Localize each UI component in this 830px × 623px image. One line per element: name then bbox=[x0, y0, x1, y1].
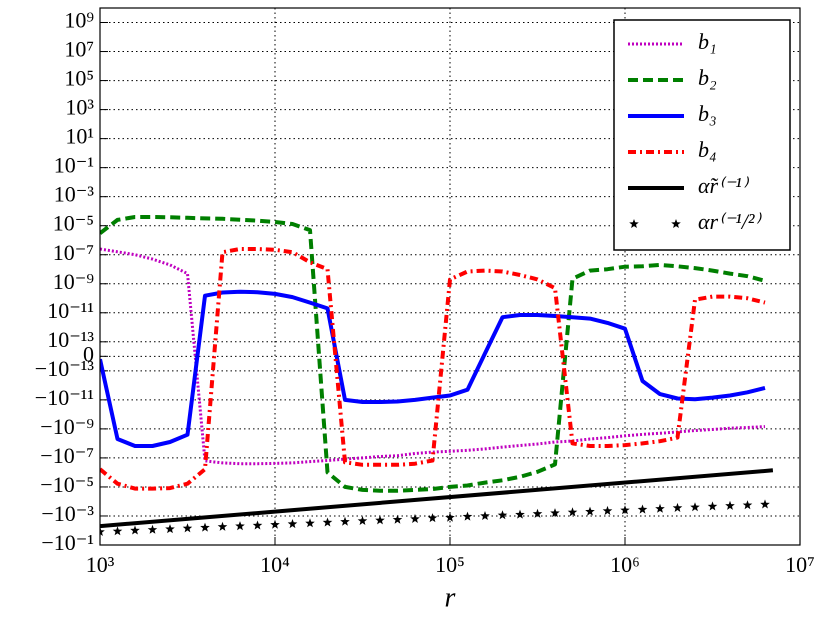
series-line bbox=[100, 468, 774, 529]
star-marker bbox=[655, 503, 665, 513]
star-marker bbox=[270, 519, 280, 529]
x-tick-label: 10⁷ bbox=[785, 552, 815, 577]
legend-label: b₃ bbox=[698, 101, 717, 126]
star-marker bbox=[742, 500, 753, 510]
star-marker bbox=[760, 499, 770, 509]
star-marker bbox=[287, 519, 298, 529]
y-tick-label: 10³ bbox=[65, 95, 94, 120]
x-tick-label: 10⁵ bbox=[435, 552, 465, 577]
star-marker bbox=[200, 522, 210, 532]
y-tick-label: −10⁻¹¹ bbox=[35, 385, 94, 410]
star-marker bbox=[305, 518, 315, 528]
star-marker bbox=[427, 513, 438, 523]
y-tick-label: −10⁻⁵ bbox=[40, 472, 94, 497]
star-marker bbox=[690, 502, 700, 512]
series-line bbox=[100, 247, 766, 491]
legend-label: αr⁽⁻¹/²⁾ bbox=[698, 209, 762, 234]
y-tick-label: 10⁻¹¹ bbox=[47, 298, 94, 323]
y-tick-label: 10⁵ bbox=[64, 66, 94, 91]
star-marker bbox=[532, 508, 543, 518]
star-marker bbox=[392, 514, 403, 524]
legend-box bbox=[613, 19, 791, 251]
star-marker bbox=[567, 507, 578, 517]
y-tick-label: 10⁻⁷ bbox=[53, 240, 94, 265]
y-tick-label: −10⁻⁹ bbox=[40, 414, 94, 439]
series-line bbox=[100, 289, 766, 448]
y-tick-label: −10⁻⁷ bbox=[40, 443, 94, 468]
legend-marker bbox=[629, 219, 639, 228]
y-tick-label: 10⁹ bbox=[64, 8, 94, 33]
y-tick-label: 10¹ bbox=[65, 124, 94, 149]
star-marker bbox=[100, 526, 105, 536]
star-marker bbox=[725, 500, 735, 510]
star-marker bbox=[550, 508, 560, 518]
x-tick-label: 10⁶ bbox=[610, 552, 640, 577]
legend-label: α̃r⁽⁻¹⁾ bbox=[698, 173, 750, 198]
x-tick-label: 10⁴ bbox=[260, 552, 290, 577]
star-marker bbox=[445, 512, 455, 522]
plot-frame bbox=[99, 7, 801, 546]
legend-marker bbox=[671, 219, 681, 228]
star-marker bbox=[130, 525, 140, 535]
star-marker bbox=[322, 517, 333, 527]
star-marker bbox=[480, 511, 490, 520]
star-marker bbox=[707, 501, 718, 511]
y-tick-label: −10⁻¹³ bbox=[35, 356, 95, 381]
y-tick-label: 0 bbox=[83, 341, 94, 366]
star-marker bbox=[217, 521, 228, 531]
y-tick-label: 10⁻⁵ bbox=[53, 211, 94, 236]
y-tick-label: −10⁻¹ bbox=[41, 530, 94, 555]
x-axis-label: r bbox=[445, 582, 456, 613]
series-line bbox=[100, 247, 766, 466]
star-marker bbox=[340, 516, 350, 526]
star-marker bbox=[602, 505, 613, 515]
star-marker bbox=[147, 524, 158, 534]
y-tick-label: 10⁻³ bbox=[54, 182, 95, 207]
star-marker bbox=[235, 521, 245, 531]
legend-label: b₄ bbox=[698, 137, 717, 162]
star-marker bbox=[165, 524, 175, 534]
plot-area bbox=[100, 215, 774, 536]
series-line bbox=[100, 215, 766, 493]
x-tick-label: 10³ bbox=[86, 552, 115, 577]
star-marker bbox=[112, 526, 123, 536]
star-marker bbox=[515, 509, 525, 519]
star-marker bbox=[375, 515, 385, 525]
star-marker bbox=[620, 505, 630, 515]
star-marker bbox=[252, 520, 263, 530]
star-marker bbox=[672, 502, 683, 512]
legend-label: b₂ bbox=[698, 65, 717, 90]
legend-label: b₁ bbox=[698, 29, 717, 54]
y-tick-label: −10⁻³ bbox=[41, 501, 94, 526]
star-marker bbox=[585, 506, 595, 516]
star-marker bbox=[462, 511, 473, 521]
star-marker bbox=[182, 523, 193, 533]
y-tick-label: 10⁷ bbox=[64, 37, 94, 62]
star-marker bbox=[357, 515, 368, 525]
y-tick-label: 10⁻⁹ bbox=[53, 269, 95, 294]
star-marker bbox=[637, 504, 648, 514]
y-tick-label: 10⁻¹³ bbox=[47, 327, 94, 352]
y-tick-label: 10⁻¹ bbox=[54, 153, 94, 178]
star-marker bbox=[497, 510, 508, 520]
star-marker bbox=[410, 513, 420, 523]
